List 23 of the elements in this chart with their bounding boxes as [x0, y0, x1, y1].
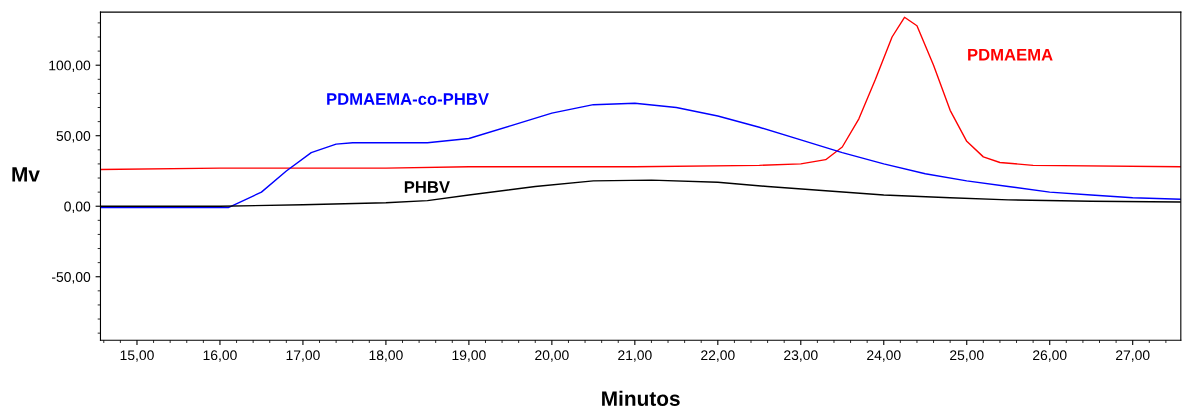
line-series — [100, 16, 1181, 171]
y-tick-label: 50,00 — [56, 131, 91, 143]
series-label: PDMAEMA-co-PHBV — [327, 93, 489, 105]
text: PDMAEMA — [968, 48, 1053, 61]
x-tick-label: 17,00 — [286, 350, 320, 362]
x-tick-label: 19,00 — [452, 350, 486, 362]
x-axis-title: Minutos — [602, 390, 680, 406]
series-label: PHBV — [404, 181, 450, 193]
x-tick-label: 24,00 — [867, 350, 901, 362]
x-tick-label: 16,00 — [203, 350, 237, 362]
y-tick-label: 100,00 — [49, 60, 91, 73]
x-tick-label: 27,00 — [1116, 350, 1150, 362]
y-axis-title: Mv — [12, 167, 40, 182]
x-tick-label: 15,00 — [120, 350, 154, 362]
x-tick-label: 26,00 — [1033, 350, 1067, 362]
x-tick-label: 18,00 — [369, 350, 403, 362]
x-tick-label: 25,00 — [950, 350, 984, 362]
x-tick-label: 20,00 — [535, 350, 569, 362]
x-tick-label: 22,00 — [701, 350, 735, 362]
x-tick-label: 21,00 — [618, 350, 652, 362]
y-tick-label: 0,00 — [64, 201, 91, 214]
x-tick-label: 23,00 — [784, 350, 818, 362]
y-tick-label: -50,00 — [51, 272, 91, 284]
